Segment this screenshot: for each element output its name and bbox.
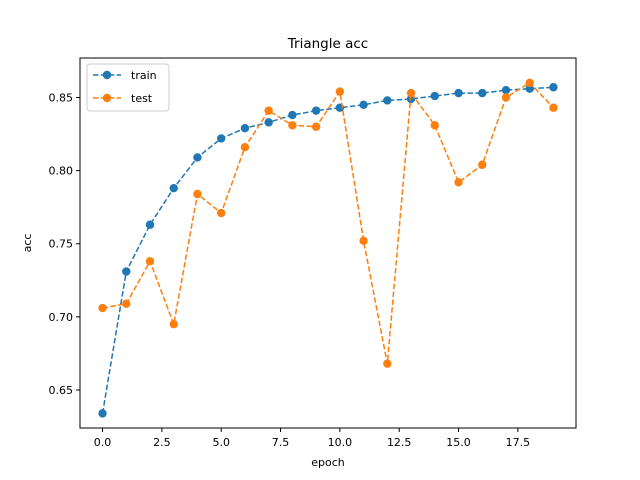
- data-point-train: [240, 123, 250, 133]
- data-point-train: [288, 110, 297, 120]
- data-point-test: [122, 299, 131, 308]
- legend-label-test: test: [131, 92, 153, 105]
- data-point-train: [359, 100, 368, 109]
- data-point-train: [311, 106, 321, 115]
- data-point-test: [311, 122, 321, 131]
- data-point-train: [430, 91, 439, 101]
- y-tick-label: 0.85: [49, 91, 74, 104]
- data-point-test: [264, 106, 273, 115]
- data-point-train: [383, 96, 392, 105]
- y-tick-label: 0.75: [49, 238, 74, 251]
- x-tick-label: 2.5: [153, 436, 171, 449]
- x-tick-label: 17.5: [506, 436, 531, 449]
- legend: train test: [86, 63, 170, 112]
- y-axis: 0.65 0.70 0.75 0.80 0.85: [49, 91, 80, 397]
- data-point-train: [501, 85, 511, 95]
- data-point-test: [335, 87, 345, 96]
- data-point-test: [145, 257, 155, 266]
- y-tick-label: 0.65: [49, 384, 74, 397]
- data-point-train: [145, 220, 155, 229]
- data-point-test: [406, 88, 416, 98]
- data-point-test: [501, 93, 511, 102]
- data-point-train: [454, 88, 463, 98]
- data-point-test: [217, 208, 226, 218]
- y-axis-label: acc: [21, 234, 34, 253]
- data-point-train: [478, 88, 487, 98]
- data-point-train: [193, 153, 202, 162]
- data-point-test: [478, 160, 487, 169]
- data-point-test: [98, 303, 107, 313]
- data-point-test: [240, 143, 250, 152]
- data-point-test: [169, 319, 178, 329]
- data-point-test: [525, 78, 534, 88]
- data-point-test: [193, 189, 202, 199]
- y-tick-label: 0.70: [49, 311, 74, 324]
- data-point-test: [383, 359, 392, 368]
- legend-marker-train: [102, 70, 112, 80]
- legend-frame: [86, 63, 170, 112]
- legend-label-train: train: [131, 69, 157, 82]
- series-layer: [98, 78, 558, 418]
- data-point-train: [122, 267, 131, 276]
- data-point-train: [98, 409, 107, 418]
- data-point-test: [430, 121, 439, 130]
- x-tick-label: 12.5: [387, 436, 412, 449]
- x-tick-label: 7.5: [272, 436, 290, 449]
- legend-marker-test: [102, 93, 112, 103]
- data-point-train: [264, 118, 273, 127]
- x-axis: 0.0 2.5 5.0 7.5 10.0 12.5 15.0 17.5: [94, 428, 530, 449]
- chart-title: Triangle acc: [287, 36, 368, 52]
- y-tick-label: 0.80: [49, 165, 74, 178]
- data-point-train: [549, 83, 558, 92]
- data-point-train: [525, 84, 534, 93]
- x-tick-label: 0.0: [94, 436, 112, 449]
- data-point-test: [454, 178, 463, 187]
- series-line-test: [102, 81, 554, 364]
- data-point-test: [549, 103, 558, 112]
- axes-frame: [79, 57, 577, 429]
- x-axis-label: epoch: [311, 456, 345, 469]
- data-point-train: [217, 134, 226, 143]
- data-point-test: [359, 236, 368, 246]
- plot-area: [79, 57, 577, 429]
- x-tick-label: 5.0: [212, 436, 230, 449]
- data-point-train: [169, 183, 178, 193]
- data-point-test: [288, 121, 297, 130]
- x-tick-label: 10.0: [328, 436, 353, 449]
- x-tick-label: 15.0: [446, 436, 471, 449]
